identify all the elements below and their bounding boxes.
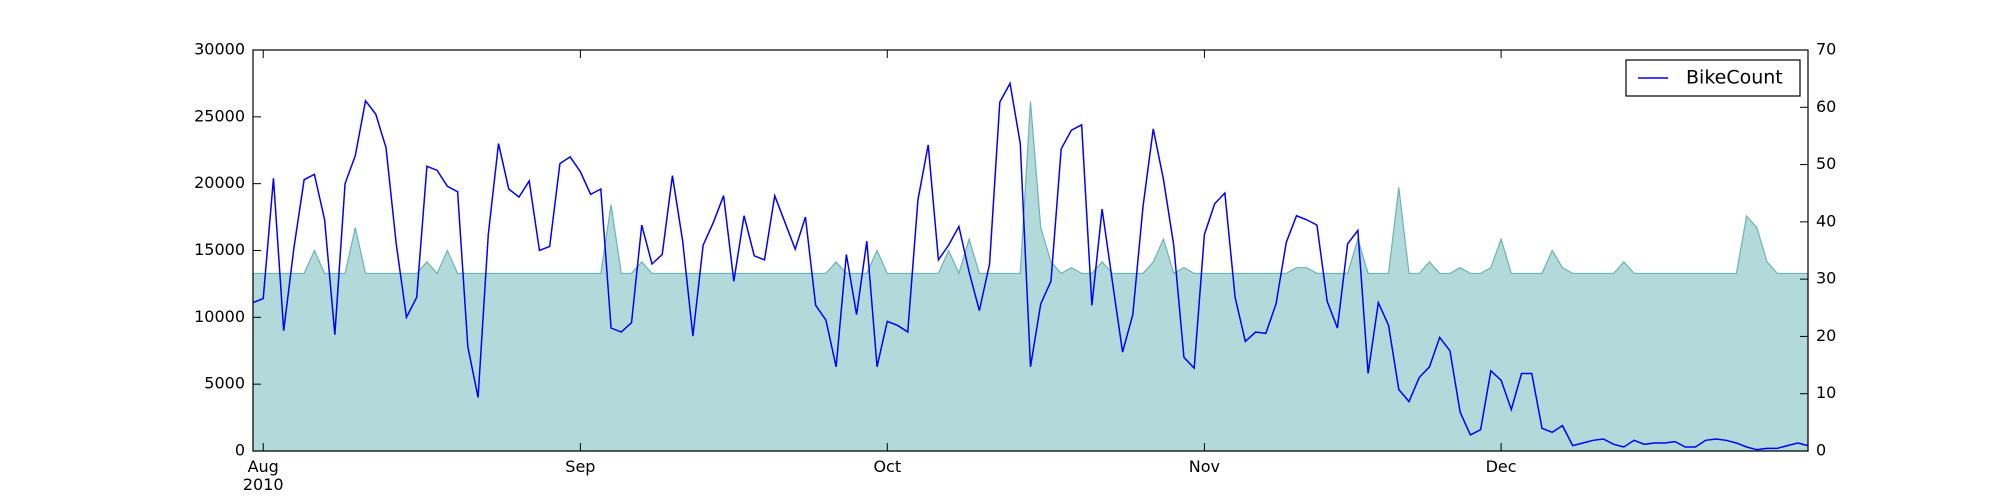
x-tick-label: Oct <box>873 457 901 476</box>
y-tick-label: 15000 <box>194 240 245 259</box>
y2-tick-label: 40 <box>1816 211 1836 230</box>
y2-tick-label: 50 <box>1816 154 1836 173</box>
line <box>252 81 1809 451</box>
y2-tick-label: 20 <box>1816 326 1836 345</box>
y2-tick-label: 10 <box>1816 383 1836 402</box>
y2-tick-label: 30 <box>1816 269 1836 288</box>
y2-tick-label: 0 <box>1816 441 1826 460</box>
legend-label: BikeCount <box>1686 67 1783 89</box>
x-tick-label-line: Sep <box>565 457 595 476</box>
x-tick-label: Dec <box>1486 457 1517 476</box>
x-tick-label-line: Aug <box>248 457 279 476</box>
y-tick-label: 0 <box>235 441 245 460</box>
y-tick-label: 30000 <box>194 40 245 59</box>
y-tick-label: 25000 <box>194 106 245 125</box>
y2-tick-label: 60 <box>1816 97 1836 116</box>
x-tick-label: Nov <box>1189 457 1220 476</box>
x-tick-label-line: Oct <box>873 457 901 476</box>
x-tick-label-line: Nov <box>1189 457 1220 476</box>
x-tick-label: Aug 2010 <box>243 457 284 494</box>
x-tick-label-line: Dec <box>1486 457 1517 476</box>
y2-tick-label: 70 <box>1816 40 1836 59</box>
x-tick-label: Sep <box>565 457 595 476</box>
x-tick-label-line: 2010 <box>243 475 284 494</box>
y-tick-label: 10000 <box>194 307 245 326</box>
y-tick-label: 20000 <box>194 173 245 192</box>
area <box>252 101 1809 452</box>
y-tick-label: 5000 <box>204 374 245 393</box>
